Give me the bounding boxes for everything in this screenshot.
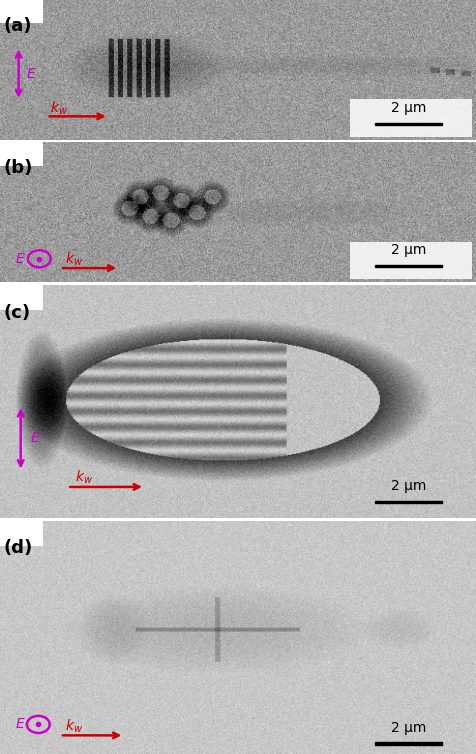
FancyBboxPatch shape — [0, 285, 43, 310]
FancyBboxPatch shape — [0, 143, 43, 166]
FancyBboxPatch shape — [350, 100, 472, 136]
Text: 2 μm: 2 μm — [391, 479, 426, 493]
Text: E: E — [31, 431, 40, 445]
Text: 2 μm: 2 μm — [391, 244, 426, 257]
Text: 2 μm: 2 μm — [391, 101, 426, 115]
Text: (d): (d) — [3, 539, 32, 557]
Text: 2 μm: 2 μm — [391, 721, 426, 734]
Text: (b): (b) — [3, 160, 32, 177]
Bar — [375, 501, 442, 503]
Bar — [375, 743, 442, 745]
Text: $k_{w}$: $k_{w}$ — [65, 717, 83, 734]
Text: $k_{w}$: $k_{w}$ — [65, 251, 83, 268]
Text: (c): (c) — [3, 304, 30, 321]
FancyBboxPatch shape — [0, 0, 43, 23]
Text: $k_{w}$: $k_{w}$ — [50, 100, 68, 118]
Text: $k_{w}$: $k_{w}$ — [75, 469, 92, 486]
Text: E: E — [16, 252, 24, 265]
Text: E: E — [27, 66, 36, 81]
FancyBboxPatch shape — [350, 242, 472, 279]
Text: (a): (a) — [3, 17, 31, 35]
FancyBboxPatch shape — [0, 521, 43, 546]
Bar — [375, 123, 442, 125]
Bar — [375, 265, 442, 268]
Text: E: E — [16, 718, 24, 731]
